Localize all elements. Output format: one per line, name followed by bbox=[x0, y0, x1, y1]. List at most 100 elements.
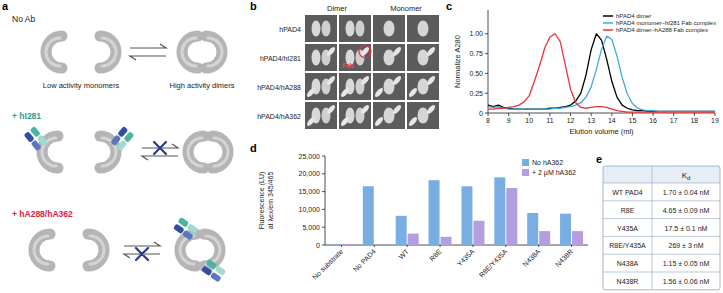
x-tick bbox=[538, 245, 539, 247]
table-cell: 1.56 ± 0.06 nM bbox=[663, 278, 710, 285]
monomer-shade bbox=[34, 236, 48, 264]
fab-density bbox=[374, 116, 385, 128]
x-tick bbox=[440, 245, 441, 247]
micrograph bbox=[339, 44, 371, 71]
y-tick bbox=[485, 53, 488, 54]
monomer bbox=[188, 136, 204, 168]
x-tick-label: 13 bbox=[587, 117, 595, 124]
particle bbox=[312, 50, 321, 66]
monomer bbox=[46, 36, 62, 68]
panel-letter: e bbox=[596, 153, 602, 165]
y-tick bbox=[322, 245, 325, 246]
bar bbox=[363, 186, 374, 245]
particle bbox=[356, 21, 365, 37]
monomer-body bbox=[188, 136, 204, 168]
y-tick bbox=[485, 113, 488, 114]
monomer bbox=[100, 36, 116, 68]
y-tick bbox=[485, 33, 488, 34]
micrograph bbox=[305, 15, 337, 42]
fab-density bbox=[392, 46, 403, 58]
x-tick bbox=[653, 113, 654, 116]
monomer-body bbox=[88, 234, 104, 266]
fab bbox=[173, 217, 198, 241]
fab-density bbox=[408, 116, 419, 128]
annotation: Fab bbox=[342, 62, 354, 69]
monomer-body bbox=[46, 36, 62, 68]
monomer-shade bbox=[206, 236, 220, 264]
x-tick bbox=[529, 113, 530, 116]
x-tick-label: N438R bbox=[554, 248, 574, 268]
fab bbox=[110, 126, 134, 151]
table-cell: R8E/Y435A bbox=[609, 242, 646, 249]
bar bbox=[396, 216, 407, 245]
bar bbox=[527, 213, 538, 245]
legend-label: hPAD4 monomer–hI281 Fab complex bbox=[616, 20, 716, 26]
column-header: Monomer bbox=[390, 4, 422, 13]
fab-density bbox=[340, 87, 351, 99]
fab-highlight bbox=[359, 46, 371, 58]
table-frame bbox=[603, 166, 720, 290]
fab-density bbox=[326, 46, 337, 58]
y-tick-label: 10,000 bbox=[299, 206, 321, 213]
micrograph bbox=[407, 73, 439, 100]
monomer-shade bbox=[102, 38, 116, 66]
micrograph bbox=[339, 15, 371, 42]
bar bbox=[572, 231, 583, 245]
legend-label: No hA362 bbox=[532, 159, 563, 166]
monomer bbox=[34, 234, 50, 266]
x-tick-label: 18 bbox=[690, 117, 698, 124]
micrograph bbox=[373, 102, 405, 129]
table-cell: N438A bbox=[617, 260, 639, 267]
table-rule bbox=[652, 166, 653, 290]
monomer-shade bbox=[180, 236, 194, 264]
bar bbox=[461, 186, 472, 245]
series-line bbox=[488, 34, 715, 112]
y-tick-label: 15,000 bbox=[299, 188, 321, 195]
micrograph bbox=[373, 73, 405, 100]
x-tick bbox=[571, 245, 572, 247]
fab-light bbox=[37, 135, 48, 147]
y-tick bbox=[322, 173, 325, 174]
y-tick-label: 25,000 bbox=[299, 153, 321, 160]
panel-letter: a bbox=[2, 0, 9, 12]
monomer-body bbox=[100, 36, 116, 68]
micrograph bbox=[407, 102, 439, 129]
particle bbox=[418, 108, 429, 124]
table-cell: WT PAD4 bbox=[612, 189, 643, 196]
panel-letter: b bbox=[250, 0, 257, 12]
monomer-shade bbox=[214, 138, 228, 166]
monomer-body bbox=[182, 36, 198, 68]
legend-label: hPAD4 dimer bbox=[616, 13, 651, 19]
table-rule bbox=[603, 272, 720, 273]
micrograph bbox=[339, 102, 371, 129]
table-cell: 269 ± 3 nM bbox=[669, 242, 704, 249]
micrograph bbox=[373, 44, 405, 71]
fab-density bbox=[306, 87, 317, 99]
panel-c: 00.250.500.751.008910111213141516171819E… bbox=[453, 10, 719, 136]
x-axis-label: Elution volume (ml) bbox=[569, 127, 634, 136]
y-axis bbox=[325, 156, 326, 245]
table-rule bbox=[603, 236, 720, 237]
legend-swatch bbox=[603, 15, 613, 17]
table-cell: 4.65 ± 0.09 nM bbox=[663, 207, 710, 214]
x-tick bbox=[407, 245, 408, 247]
monomer-body bbox=[212, 136, 228, 168]
x-tick bbox=[374, 245, 375, 247]
header-subscript: d bbox=[687, 175, 690, 181]
fab-light bbox=[178, 217, 190, 228]
fab-density bbox=[306, 116, 317, 128]
row-label: hPAD4/hA288 bbox=[257, 84, 301, 91]
table-rule bbox=[603, 254, 720, 255]
y-tick-label: 0.25 bbox=[469, 90, 483, 97]
micrograph bbox=[407, 44, 439, 71]
particle bbox=[418, 50, 429, 66]
arrow-backward bbox=[130, 56, 166, 60]
panel-letter: d bbox=[250, 142, 257, 154]
bar bbox=[560, 214, 571, 245]
legend-swatch bbox=[603, 22, 613, 24]
table-cell: 1.70 ± 0.04 nM bbox=[663, 189, 710, 196]
x-tick-label: 19 bbox=[711, 117, 719, 124]
legend-label: hPAD4 dimer–hA288 Fab complex bbox=[616, 27, 708, 33]
fab-light bbox=[123, 131, 134, 143]
bar bbox=[342, 244, 353, 245]
